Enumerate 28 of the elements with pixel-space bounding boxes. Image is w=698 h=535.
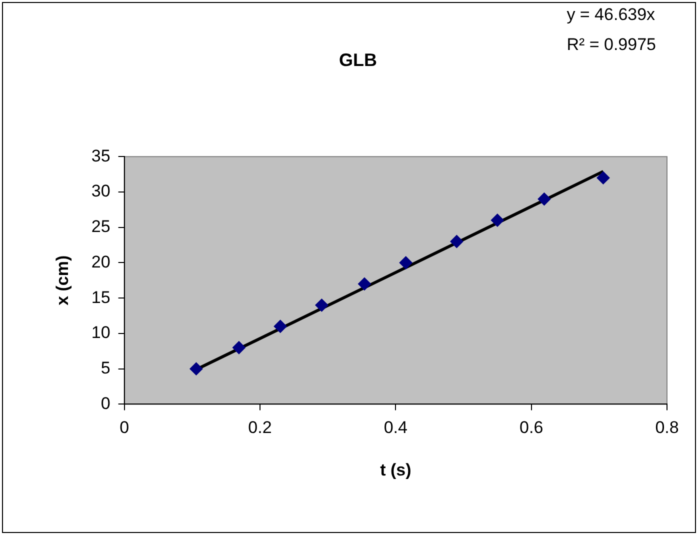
point	[596, 171, 610, 184]
y-axis-title: x (cm)	[52, 255, 72, 306]
x-tick-label: 0.4	[384, 418, 408, 438]
chart-title: GLB	[339, 50, 377, 70]
point	[358, 277, 371, 290]
point	[190, 362, 203, 376]
text: y = 46.639x	[566, 4, 656, 26]
text: R² = 0.9975	[566, 34, 656, 56]
point	[232, 341, 246, 354]
y-tick-label: 20	[91, 252, 110, 272]
point	[490, 214, 504, 227]
x-tick-label: 0	[120, 418, 130, 438]
y-tick-label: 0	[100, 394, 110, 413]
point	[399, 256, 412, 270]
y-tick-label: 25	[91, 217, 110, 236]
point	[538, 192, 551, 206]
y-tick-label: 10	[91, 323, 110, 342]
y-tick-label: 35	[91, 146, 110, 166]
x-tick-label: 0.2	[248, 418, 272, 438]
y-tick-label: 15	[91, 288, 110, 307]
y-tick-label: 30	[91, 182, 110, 201]
point	[315, 298, 328, 312]
x-tick-label: 0.8	[655, 418, 679, 438]
x-tick-label: 0.6	[520, 418, 544, 438]
x-axis-title: t (s)	[380, 460, 412, 480]
y-tick-label: 5	[100, 358, 110, 378]
point	[274, 320, 287, 333]
point	[450, 234, 464, 248]
